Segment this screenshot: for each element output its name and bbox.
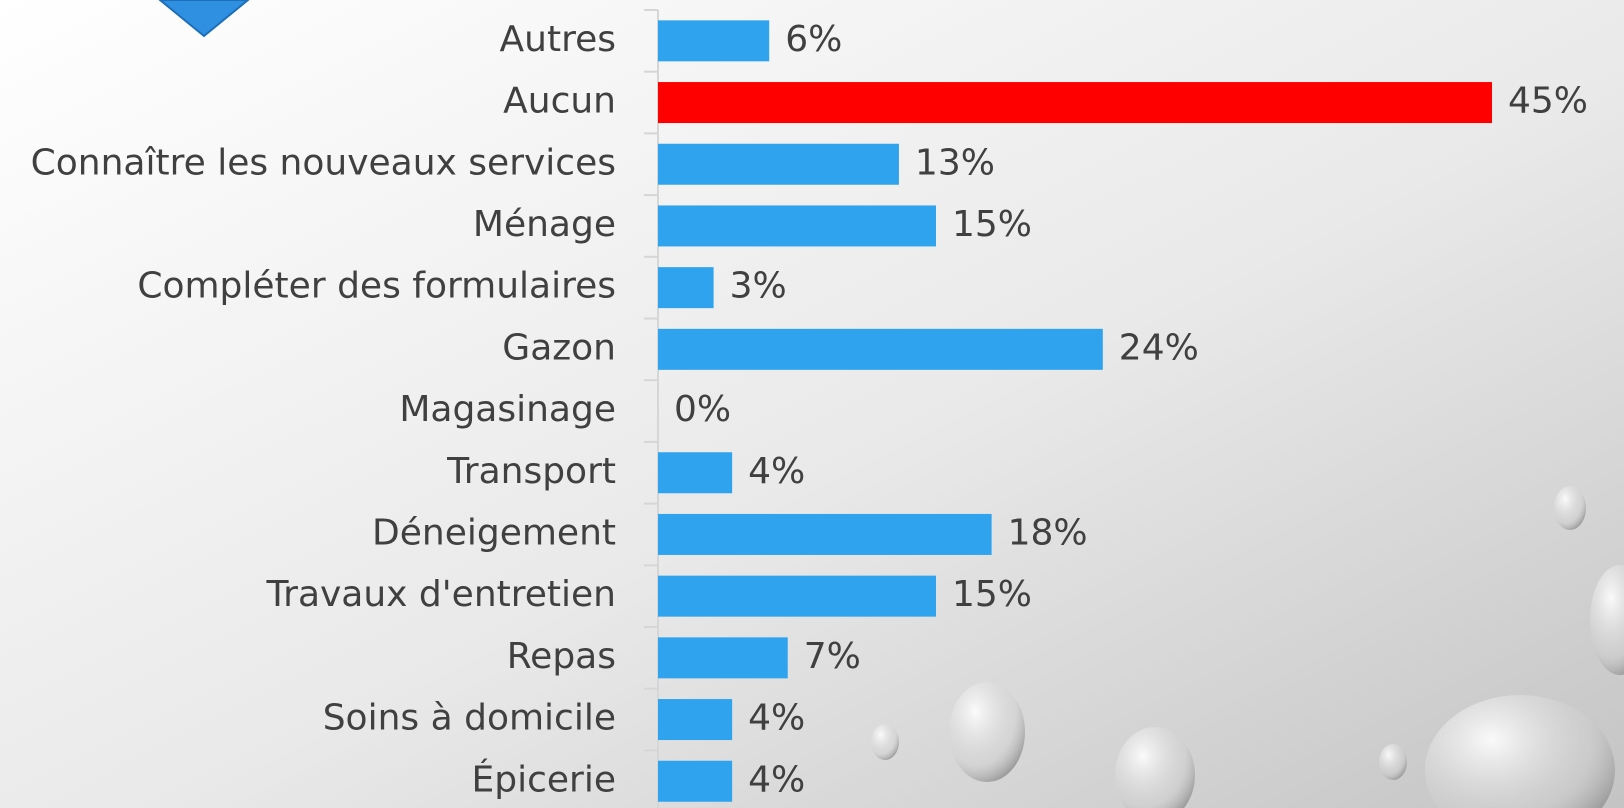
category-label: Connaître les nouveaux services [31,142,616,183]
drop [1115,727,1195,808]
value-label: 0% [674,389,731,430]
decor-drops [871,486,1624,808]
drop [1425,695,1615,808]
value-label: 15% [952,204,1032,245]
value-label: 15% [952,574,1032,615]
value-label: 45% [1508,81,1588,122]
bar [658,760,733,802]
bar [658,267,714,309]
bar [658,452,733,494]
bar [658,637,788,679]
category-label: Compléter des formulaires [137,266,616,307]
value-label: 3% [730,266,787,307]
bar [658,20,770,62]
category-label: Transport [446,451,616,492]
bar [658,575,936,617]
value-label: 18% [1008,512,1088,553]
drop [1590,565,1624,675]
value-label: 24% [1119,327,1199,368]
value-label: 4% [748,698,805,739]
value-label: 4% [748,759,805,800]
category-label: Ménage [473,204,616,245]
category-label: Travaux d'entretien [265,574,616,615]
category-label: Épicerie [472,758,617,800]
category-label: Gazon [502,327,616,368]
decor-triangle [158,0,250,38]
bar [658,143,899,185]
category-label: Déneigement [372,512,616,553]
drop [1554,486,1586,530]
category-label: Autres [500,19,616,60]
bar [658,82,1492,124]
bar [658,205,936,247]
drop [949,682,1025,782]
bar [658,699,733,741]
value-label: 6% [785,19,842,60]
value-label: 7% [804,636,861,677]
bar [658,328,1103,370]
category-label: Magasinage [399,389,616,430]
drop [1379,744,1407,780]
category-label: Soins à domicile [323,698,616,739]
value-label: 13% [915,142,995,183]
category-label: Repas [507,636,616,677]
drop [871,724,899,760]
category-label: Aucun [503,81,616,122]
value-label: 4% [748,451,805,492]
bar [658,513,992,555]
